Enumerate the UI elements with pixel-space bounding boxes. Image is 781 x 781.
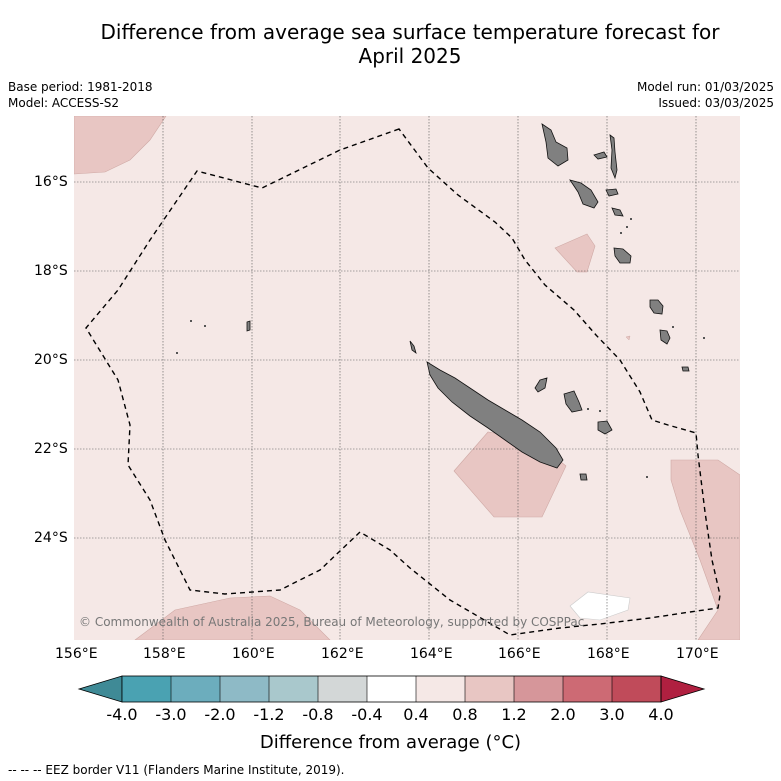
colorbar-label: 0.8 [452, 705, 478, 724]
colorbar-segment-7 [416, 676, 465, 702]
colorbar-label: -4.0 [106, 705, 138, 724]
colorbar-segment-4 [269, 676, 318, 702]
colorbar-segment-6 [367, 676, 416, 702]
ocean-anomaly-base [74, 116, 740, 640]
issued-date: Issued: 03/03/2025 [658, 96, 774, 110]
lon-label-170e: 170°E [676, 646, 719, 662]
chart-title-line-2: April 2025 [358, 44, 462, 68]
ambae [593, 151, 608, 160]
colorbar-label: -0.4 [351, 705, 383, 724]
colorbar [77, 675, 706, 703]
copyright-notice: © Commonwealth of Australia 2025, Bureau… [79, 615, 584, 629]
colorbar-segment-1 [122, 676, 171, 702]
warm-anomaly-patch-east [670, 459, 740, 640]
new-caledonia-main-island [426, 361, 564, 469]
efate [613, 247, 632, 264]
lon-label-156e: 156°E [55, 646, 98, 662]
colorbar-label: -2.0 [204, 705, 236, 724]
colorbar-segment-2 [171, 676, 220, 702]
loyalty-island-mare [597, 420, 613, 435]
colorbar-label: -1.2 [253, 705, 285, 724]
belep-island [409, 340, 417, 355]
eez-border [85, 128, 721, 636]
lon-label-160e: 160°E [232, 646, 275, 662]
model-name: Model: ACCESS-S2 [8, 96, 120, 110]
warm-anomaly-patch-vanuatu [554, 233, 596, 273]
colorbar-extend-low [77, 675, 123, 703]
small-warm-patch [625, 335, 631, 341]
colorbar-segment-10 [563, 676, 612, 702]
chart-title-line-1: Difference from average sea surface temp… [100, 20, 720, 44]
colorbar-extend-high [660, 675, 706, 703]
ambrym [605, 188, 619, 197]
lon-label-158e: 158°E [143, 646, 186, 662]
land-masses [246, 123, 690, 481]
colorbar-label: 4.0 [648, 705, 674, 724]
neutral-anomaly-patch [569, 591, 631, 621]
colorbar-label: 2.0 [550, 705, 576, 724]
islets [176, 218, 705, 478]
eez-legend-note: -- -- -- EEZ border V11 (Flanders Marine… [8, 763, 345, 777]
colorbar-label: 1.2 [501, 705, 527, 724]
lat-label-22s: 22°S [34, 441, 68, 457]
warm-anomaly-patch-northwest [74, 116, 167, 175]
isle-of-pines [579, 473, 588, 481]
aneityum [681, 366, 690, 372]
lat-label-20s: 20°S [34, 352, 68, 368]
lat-label-24s: 24°S [34, 530, 68, 546]
matthew-island [246, 320, 251, 332]
colorbar-segment-5 [318, 676, 367, 702]
colorbar-segment-3 [220, 676, 269, 702]
lon-label-168e: 168°E [587, 646, 630, 662]
colorbar-label: -0.8 [302, 705, 334, 724]
colorbar-title: Difference from average (°C) [259, 732, 522, 753]
loyalty-island-1 [534, 377, 548, 393]
lon-label-166e: 166°E [498, 646, 541, 662]
malekula [569, 179, 599, 209]
erromango [649, 299, 664, 315]
maewo-pentecost [609, 134, 618, 180]
tanna [659, 329, 671, 345]
colorbar-label: -3.0 [155, 705, 187, 724]
base-period: Base period: 1981-2018 [8, 80, 153, 94]
warm-anomaly-patch-southwest [134, 595, 331, 640]
colorbar-label: 0.4 [403, 705, 429, 724]
espiritu-santo [541, 123, 569, 167]
epi [611, 207, 624, 217]
colorbar-label: 3.0 [599, 705, 625, 724]
model-run: Model run: 01/03/2025 [636, 80, 774, 94]
lat-label-18s: 18°S [34, 263, 68, 279]
colorbar-segment-9 [514, 676, 563, 702]
colorbar-segment-11 [612, 676, 661, 702]
lat-label-16s: 16°S [34, 174, 68, 190]
lon-label-164e: 164°E [410, 646, 453, 662]
map-gridlines [74, 116, 740, 640]
colorbar-segment-8 [465, 676, 514, 702]
loyalty-island-lifou [563, 390, 583, 413]
lon-label-162e: 162°E [321, 646, 364, 662]
